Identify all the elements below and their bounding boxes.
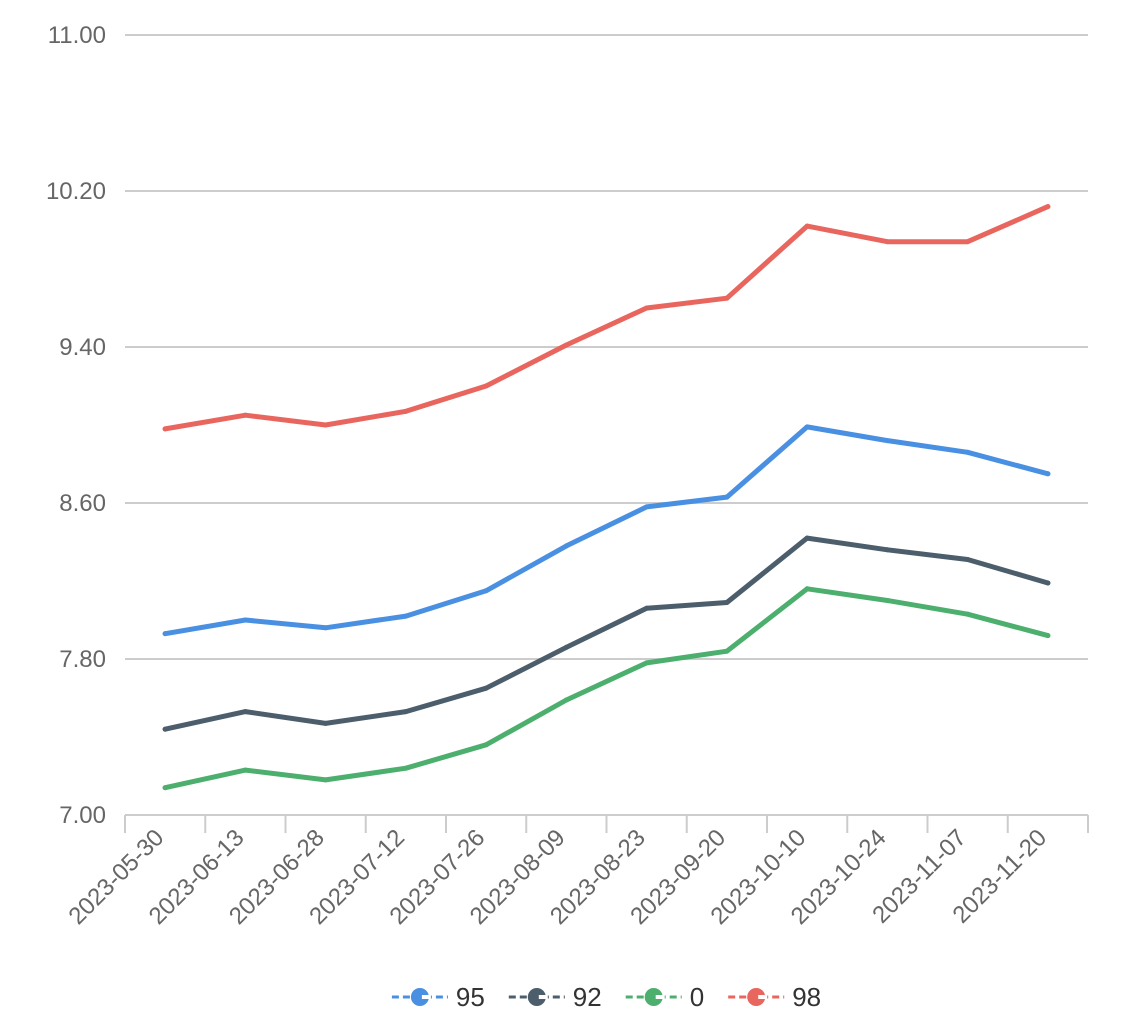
- y-tick-label: 7.00: [59, 802, 106, 829]
- data-point: [804, 535, 810, 541]
- data-point: [242, 412, 248, 418]
- legend-label: 92: [573, 982, 602, 1012]
- legend-marker-icon: [747, 988, 766, 1006]
- data-point: [724, 494, 730, 500]
- data-point: [1045, 204, 1051, 210]
- data-point: [162, 631, 168, 637]
- data-point: [403, 613, 409, 619]
- data-point: [644, 605, 650, 611]
- data-point: [483, 685, 489, 691]
- data-point: [965, 557, 971, 563]
- data-point: [403, 709, 409, 715]
- data-point: [884, 598, 890, 603]
- legend-item-95[interactable]: 95: [391, 982, 485, 1012]
- data-point: [483, 383, 489, 389]
- data-point: [403, 408, 409, 414]
- legend-marker-notch: [655, 995, 665, 999]
- data-point: [323, 720, 329, 726]
- series-lines: [162, 204, 1051, 791]
- data-point: [804, 223, 810, 229]
- legend-marker-icon: [527, 988, 546, 1006]
- data-point: [242, 767, 248, 773]
- series-line-95: [162, 424, 1051, 637]
- data-point: [965, 449, 971, 455]
- y-tick-label: 9.40: [59, 334, 106, 361]
- legend-label: 98: [792, 982, 821, 1012]
- data-point: [563, 342, 569, 348]
- legend-item-92[interactable]: 92: [508, 982, 602, 1012]
- data-point: [884, 438, 890, 444]
- series-line-0: [162, 586, 1051, 791]
- legend-marker-notch: [421, 995, 431, 999]
- data-point: [724, 599, 730, 605]
- data-point: [323, 422, 329, 428]
- data-point: [563, 697, 569, 703]
- data-point: [483, 742, 489, 748]
- data-point: [162, 726, 168, 732]
- data-point: [1045, 633, 1051, 639]
- y-axis: 7.00 7.80 8.60 9.40 10.20 11.00: [46, 22, 106, 829]
- data-point: [242, 709, 248, 715]
- data-point: [884, 547, 890, 553]
- data-point: [724, 648, 730, 654]
- data-point: [644, 660, 650, 666]
- data-point: [323, 777, 329, 783]
- data-point: [965, 611, 971, 617]
- grid-lines: [125, 34, 1088, 816]
- legend-label: 95: [456, 982, 485, 1012]
- y-tick-label: 11.00: [48, 22, 106, 49]
- data-point: [162, 426, 168, 432]
- y-tick-label: 10.20: [46, 178, 106, 205]
- y-tick-label: 7.80: [59, 646, 106, 673]
- series-line-92: [162, 535, 1051, 732]
- data-point: [804, 424, 810, 430]
- legend: 95 92 0 98: [391, 982, 821, 1012]
- legend-item-98[interactable]: 98: [728, 982, 821, 1012]
- data-point: [724, 295, 730, 301]
- data-point: [563, 644, 569, 650]
- legend-marker-icon: [410, 988, 429, 1006]
- legend-marker-notch: [538, 995, 548, 999]
- data-point: [242, 617, 248, 623]
- x-axis: 2023-05-302023-06-132023-06-282023-07-12…: [63, 815, 1089, 930]
- data-point: [965, 239, 971, 245]
- legend-marker-notch: [758, 995, 768, 999]
- data-point: [644, 305, 650, 311]
- legend-label: 0: [690, 982, 704, 1012]
- data-point: [323, 625, 329, 631]
- data-point: [804, 586, 810, 592]
- data-point: [644, 504, 650, 510]
- data-point: [1045, 580, 1051, 586]
- data-point: [1045, 471, 1051, 477]
- data-point: [403, 765, 409, 771]
- legend-item-0[interactable]: 0: [625, 982, 704, 1012]
- data-point: [884, 239, 890, 245]
- legend-marker-icon: [644, 988, 663, 1006]
- data-point: [563, 543, 569, 549]
- data-point: [162, 785, 168, 791]
- series-line-98: [162, 204, 1051, 432]
- y-tick-label: 8.60: [59, 490, 106, 517]
- data-point: [483, 588, 489, 594]
